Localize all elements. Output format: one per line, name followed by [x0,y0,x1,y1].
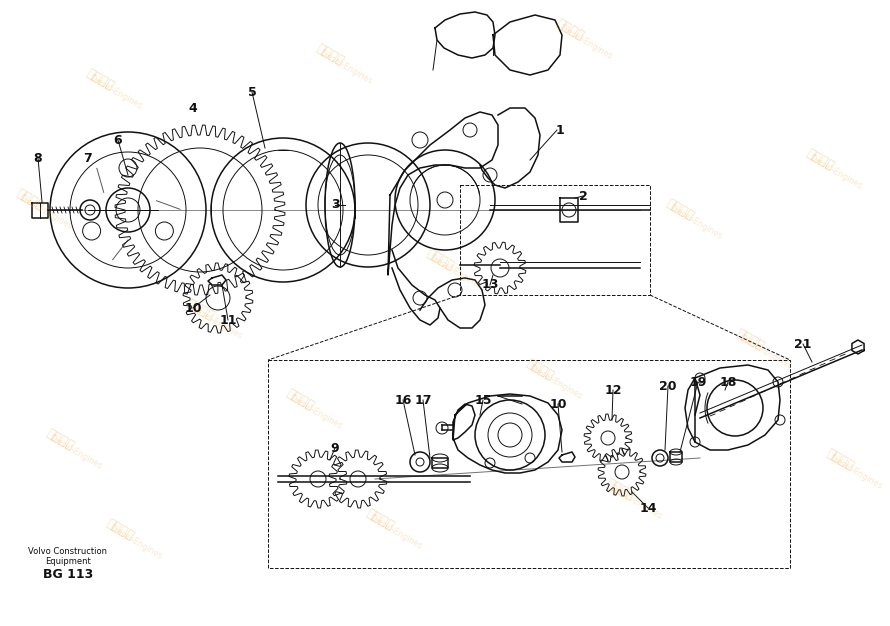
Text: Diesel-Engines: Diesel-Engines [86,73,143,111]
Text: 3: 3 [331,198,339,212]
Text: Equipment: Equipment [45,558,91,567]
Text: 紫发动力: 紫发动力 [13,187,46,213]
Text: Diesel-Engines: Diesel-Engines [367,513,424,551]
Text: Diesel-Engines: Diesel-Engines [557,23,613,61]
Text: Diesel-Engines: Diesel-Engines [827,453,883,491]
Text: 紫发动力: 紫发动力 [314,42,346,68]
Text: Diesel-Engines: Diesel-Engines [427,253,483,291]
Text: 5: 5 [247,86,256,98]
Text: 10: 10 [184,302,202,314]
Text: 9: 9 [331,441,339,454]
Text: 紫发动力: 紫发动力 [424,247,457,273]
Text: 紫发动力: 紫发动力 [554,17,587,43]
Text: 2: 2 [578,190,587,202]
Text: 6: 6 [114,133,122,146]
Text: BG 113: BG 113 [43,568,93,582]
Text: 21: 21 [794,337,812,351]
Text: 17: 17 [414,394,432,406]
Text: 8: 8 [34,151,43,165]
Text: 16: 16 [394,394,412,406]
Text: 1: 1 [555,123,564,136]
Text: Diesel-Engines: Diesel-Engines [287,393,344,431]
Text: 18: 18 [719,376,737,389]
Text: 15: 15 [474,394,492,406]
Text: 12: 12 [604,384,622,396]
Text: 紫发动力: 紫发动力 [523,357,556,383]
Text: 紫发动力: 紫发动力 [603,477,636,503]
Text: Diesel-Engines: Diesel-Engines [667,203,724,241]
Text: Diesel-Engines: Diesel-Engines [806,153,863,191]
Text: Diesel-Engines: Diesel-Engines [737,333,793,371]
Text: 紫发动力: 紫发动力 [364,507,396,533]
Text: 紫发动力: 紫发动力 [664,197,696,223]
Text: Diesel-Engines: Diesel-Engines [527,363,583,401]
Text: Diesel-Engines: Diesel-Engines [317,48,373,86]
Text: 紫发动力: 紫发动力 [733,327,766,353]
Text: 紫发动力: 紫发动力 [44,427,77,453]
Text: 19: 19 [690,376,707,389]
Text: Diesel-Engines: Diesel-Engines [17,193,73,231]
Text: 紫发动力: 紫发动力 [84,67,117,93]
Text: Diesel-Engines: Diesel-Engines [47,433,103,471]
Text: 20: 20 [659,379,676,393]
Text: 13: 13 [481,279,498,292]
Text: 紫发动力: 紫发动力 [804,147,837,173]
Text: Diesel-Engines: Diesel-Engines [107,523,163,561]
Text: 紫发动力: 紫发动力 [824,447,856,473]
Text: Diesel-Engines: Diesel-Engines [187,303,243,341]
Text: 紫发动力: 紫发动力 [183,297,216,323]
Text: 10: 10 [549,398,567,411]
Text: 紫发动力: 紫发动力 [284,387,316,413]
Text: 4: 4 [189,101,198,115]
Text: 11: 11 [219,314,237,327]
Text: 14: 14 [639,501,657,515]
Text: Volvo Construction: Volvo Construction [28,548,108,557]
Text: 7: 7 [84,151,93,165]
Text: Diesel-Engines: Diesel-Engines [607,483,663,521]
Text: 紫发动力: 紫发动力 [104,517,136,543]
